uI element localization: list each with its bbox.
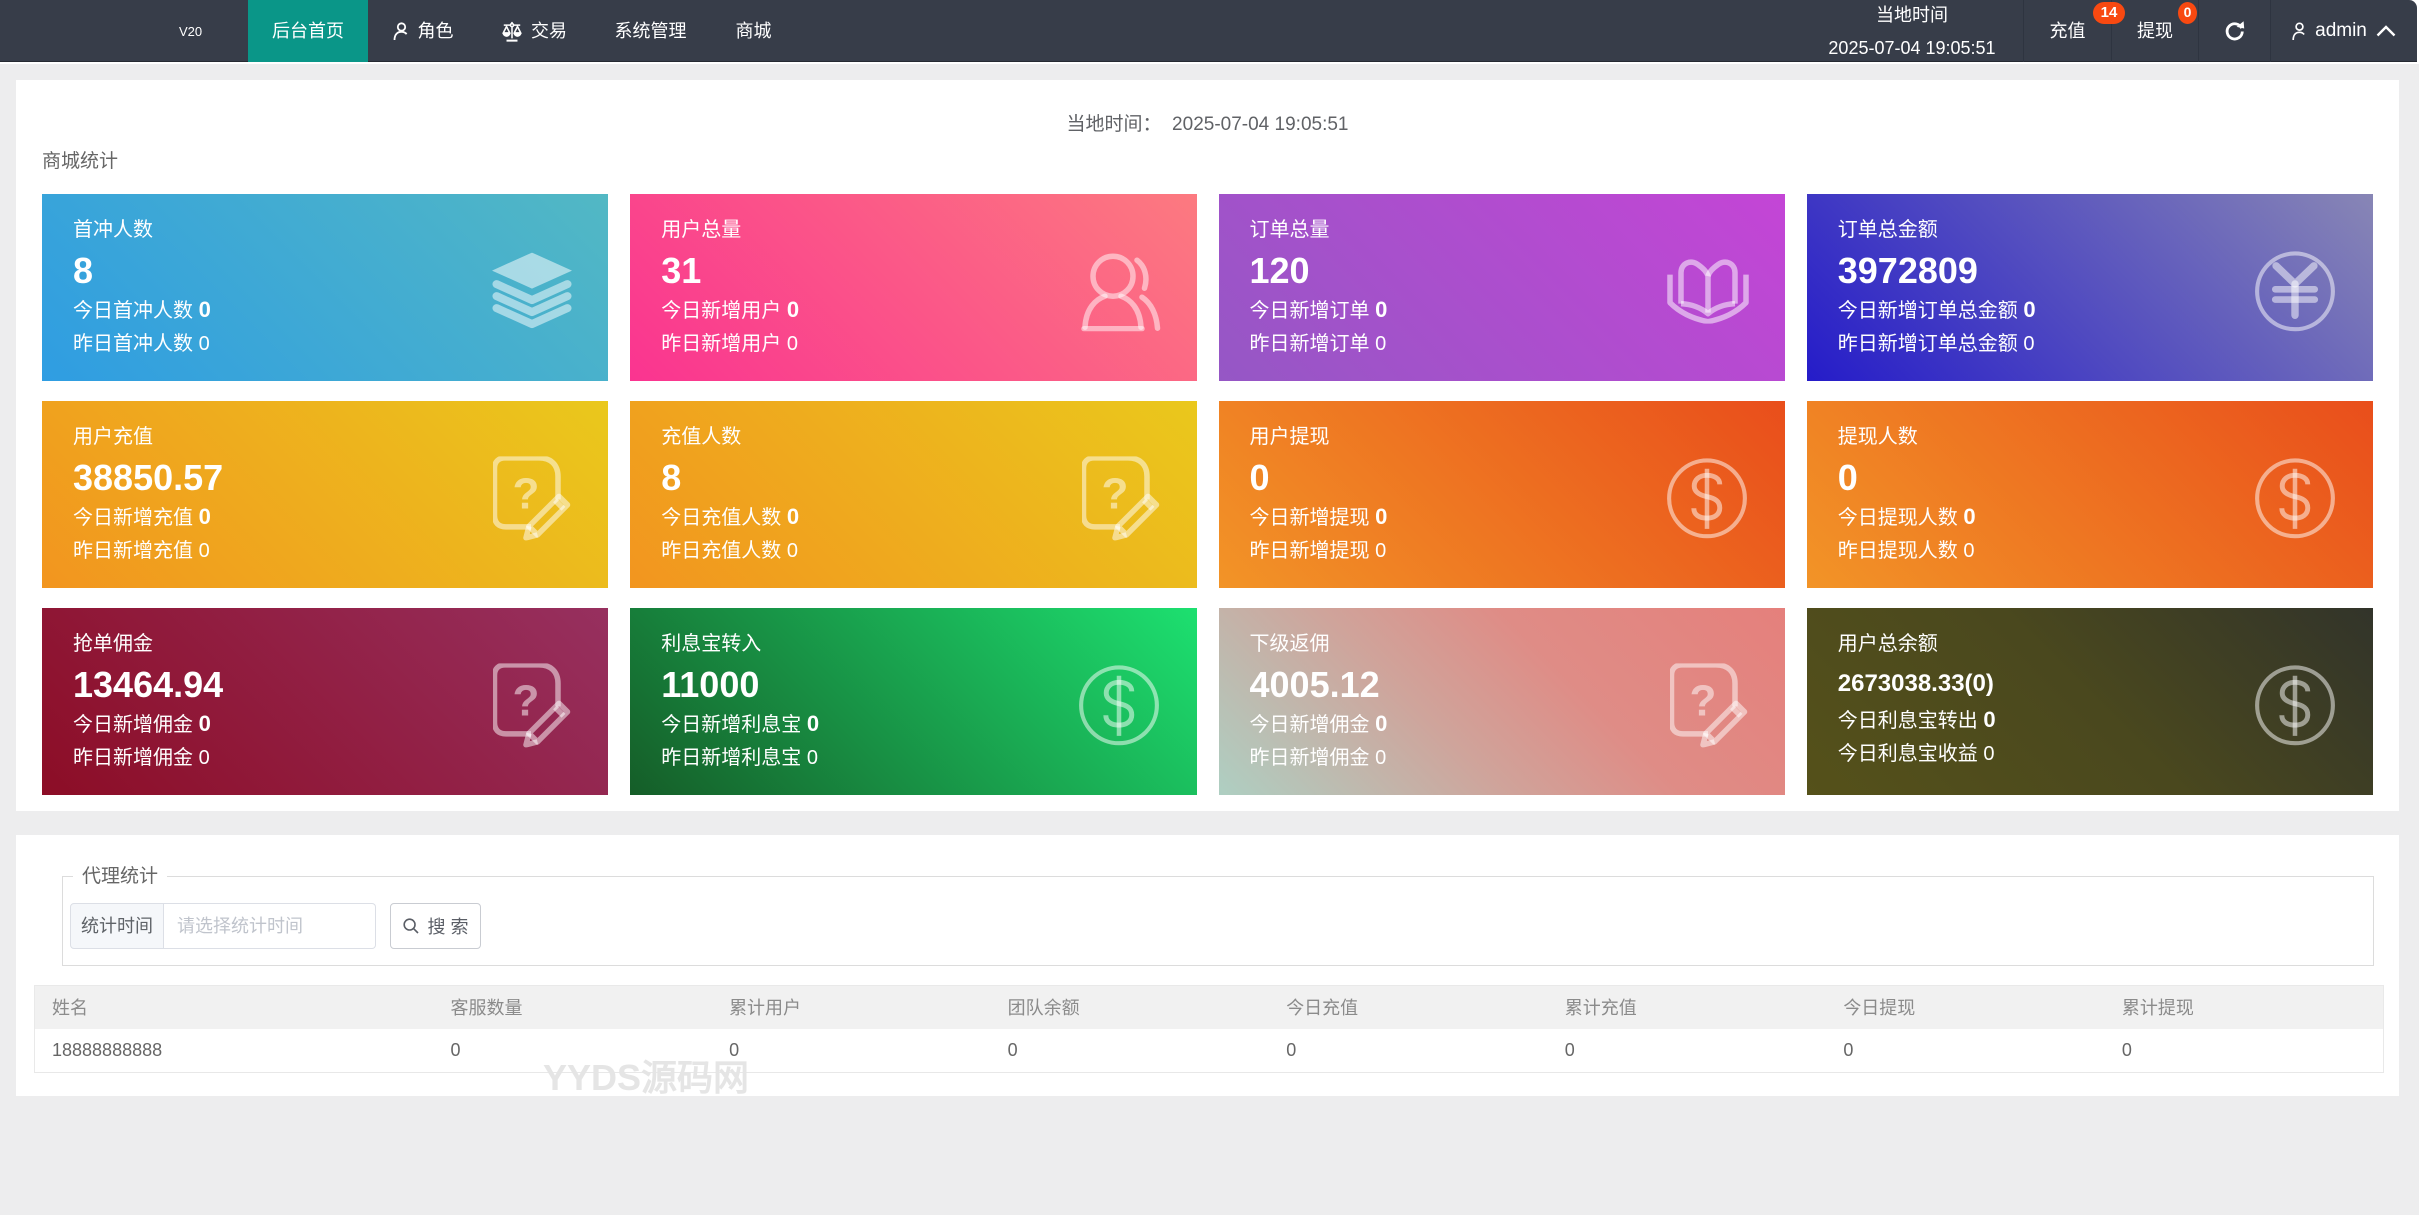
svg-text:?: ? — [1101, 469, 1128, 518]
svg-text:?: ? — [513, 676, 540, 725]
svg-text:?: ? — [513, 469, 540, 518]
svg-text:?: ? — [1689, 676, 1716, 725]
